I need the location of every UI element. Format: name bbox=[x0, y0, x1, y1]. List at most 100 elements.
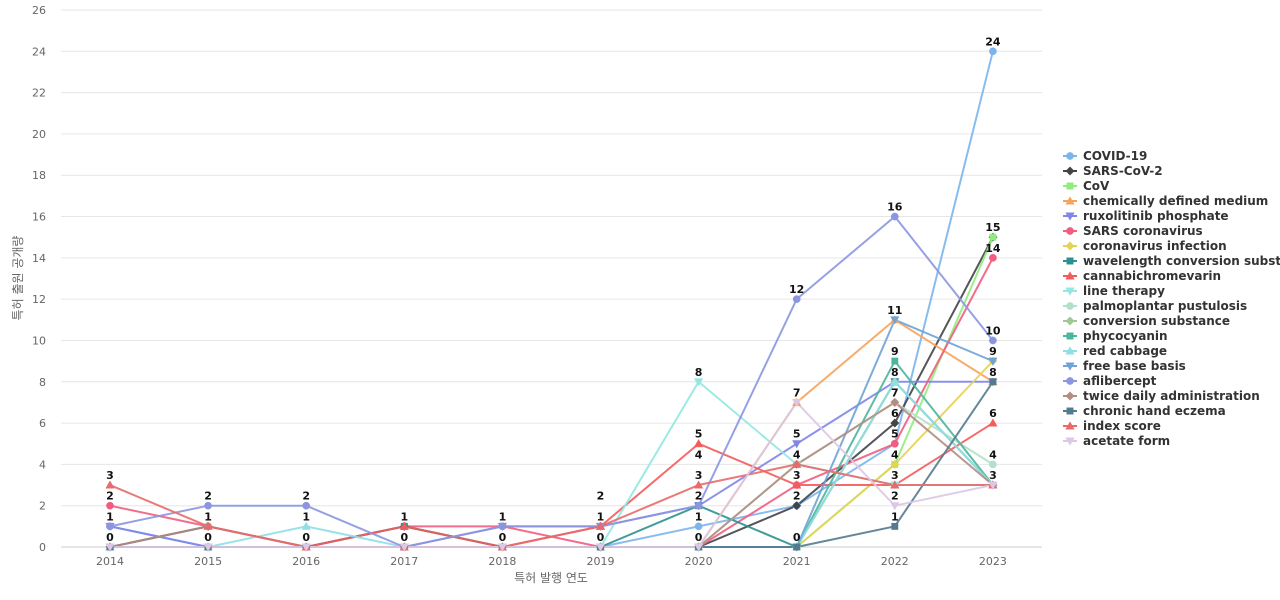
data-label: 0 bbox=[302, 531, 310, 544]
data-point bbox=[302, 501, 311, 510]
y-tick-label: 8 bbox=[39, 376, 46, 389]
data-point bbox=[890, 377, 900, 386]
legend-item[interactable]: chronic hand eczema bbox=[1063, 404, 1226, 418]
legend-item[interactable]: chemically defined medium bbox=[1063, 194, 1268, 208]
x-axis-ticks: 2014 2015 2016 2017 2018 2019 2020 2021 2022 2023 bbox=[96, 555, 1007, 568]
y-tick-label: 2 bbox=[39, 500, 46, 513]
data-point bbox=[890, 439, 899, 448]
legend-item[interactable]: palmoplantar pustulosis bbox=[1063, 299, 1247, 313]
data-point bbox=[989, 233, 997, 241]
grid-lines bbox=[61, 9, 1042, 548]
data-point bbox=[399, 521, 409, 530]
legend-marker bbox=[1065, 362, 1075, 371]
legend-item[interactable]: SARS-CoV-2 bbox=[1063, 164, 1163, 178]
data-label: 1 bbox=[106, 510, 114, 523]
x-tick-label: 2015 bbox=[194, 555, 222, 568]
data-point bbox=[693, 543, 704, 552]
x-tick-label: 2017 bbox=[390, 555, 418, 568]
data-point bbox=[203, 521, 213, 530]
legend-item[interactable]: free base basis bbox=[1063, 359, 1186, 373]
legend-label: chemically defined medium bbox=[1083, 194, 1268, 208]
legend-label: SARS coronavirus bbox=[1083, 224, 1203, 238]
data-point bbox=[792, 440, 802, 449]
legend-marker bbox=[1065, 437, 1075, 446]
data-label: 0 bbox=[106, 531, 114, 544]
data-point bbox=[595, 521, 606, 530]
legend-marker bbox=[1065, 287, 1075, 296]
data-point bbox=[988, 481, 998, 490]
data-label: 0 bbox=[695, 531, 703, 544]
y-tick-label: 0 bbox=[39, 541, 46, 554]
data-label: 2 bbox=[891, 490, 899, 503]
data-label: 4 bbox=[891, 448, 899, 461]
x-tick-label: 2023 bbox=[979, 555, 1007, 568]
data-label: 1 bbox=[891, 510, 899, 523]
legend-label: twice daily administration bbox=[1083, 389, 1260, 403]
series-markers bbox=[105, 47, 998, 552]
legend-item[interactable]: COVID-19 bbox=[1063, 149, 1147, 163]
legend-label: conversion substance bbox=[1083, 314, 1230, 328]
data-label: 1 bbox=[302, 510, 310, 523]
legend-marker bbox=[1065, 421, 1075, 430]
legend-marker bbox=[1066, 407, 1074, 415]
data-label: 1 bbox=[499, 510, 507, 523]
legend-marker bbox=[1066, 302, 1074, 310]
legend-item[interactable]: red cabbage bbox=[1063, 344, 1167, 358]
data-label: 6 bbox=[989, 407, 997, 420]
x-tick-label: 2019 bbox=[587, 555, 615, 568]
data-point bbox=[693, 480, 704, 489]
data-point bbox=[989, 460, 997, 469]
legend-label: wavelength conversion subst... bbox=[1083, 254, 1280, 268]
data-labels: 3210210210101021085432101275432016119876… bbox=[106, 35, 1001, 544]
data-point bbox=[989, 336, 997, 345]
legend-item[interactable]: cannabichromevarin bbox=[1063, 269, 1221, 283]
data-label: 10 bbox=[985, 324, 1001, 337]
legend-marker bbox=[1065, 241, 1075, 251]
legend-item[interactable]: ruxolitinib phosphate bbox=[1063, 209, 1229, 223]
x-tick-label: 2020 bbox=[685, 555, 713, 568]
legend-item[interactable]: twice daily administration bbox=[1063, 389, 1260, 403]
data-label: 16 bbox=[887, 201, 903, 214]
data-point bbox=[693, 378, 704, 387]
y-tick-label: 24 bbox=[32, 45, 46, 58]
legend-item[interactable]: SARS coronavirus bbox=[1063, 224, 1203, 238]
data-point bbox=[694, 501, 703, 510]
data-point bbox=[890, 502, 900, 511]
legend-item[interactable]: index score bbox=[1063, 419, 1161, 433]
data-point bbox=[301, 543, 311, 552]
legend-item[interactable]: acetate form bbox=[1063, 434, 1170, 448]
y-tick-label: 14 bbox=[32, 252, 46, 265]
data-label: 3 bbox=[793, 469, 801, 482]
data-label: 4 bbox=[793, 448, 801, 461]
data-point bbox=[891, 522, 899, 530]
data-label: 12 bbox=[789, 283, 804, 296]
x-tick-label: 2014 bbox=[96, 555, 124, 568]
legend-item[interactable]: coronavirus infection bbox=[1063, 239, 1227, 253]
data-label: 1 bbox=[400, 510, 408, 523]
legend-item[interactable]: CoV bbox=[1063, 179, 1110, 193]
legend-item[interactable]: wavelength conversion subst... bbox=[1063, 254, 1280, 268]
y-tick-label: 20 bbox=[32, 128, 46, 141]
data-point bbox=[890, 459, 900, 469]
data-label: 5 bbox=[695, 428, 703, 441]
series-line bbox=[110, 360, 994, 548]
series-line bbox=[109, 463, 993, 548]
legend-item[interactable]: conversion substance bbox=[1063, 314, 1230, 328]
data-label: 5 bbox=[793, 428, 801, 441]
legend-item[interactable]: aflibercept bbox=[1063, 374, 1157, 388]
legend-marker bbox=[1066, 227, 1074, 235]
legend-label: line therapy bbox=[1083, 284, 1165, 298]
legend-label: cannabichromevarin bbox=[1083, 269, 1221, 283]
data-label: 24 bbox=[985, 35, 1001, 48]
data-label: 8 bbox=[891, 366, 899, 379]
data-label: 0 bbox=[793, 531, 801, 544]
data-label: 9 bbox=[989, 345, 997, 358]
data-point bbox=[890, 397, 900, 407]
legend-marker bbox=[1066, 152, 1074, 160]
data-label: 0 bbox=[400, 531, 408, 544]
legend-item[interactable]: line therapy bbox=[1063, 284, 1165, 298]
legend-item[interactable]: phycocyanin bbox=[1063, 329, 1168, 343]
data-label: 11 bbox=[887, 304, 902, 317]
